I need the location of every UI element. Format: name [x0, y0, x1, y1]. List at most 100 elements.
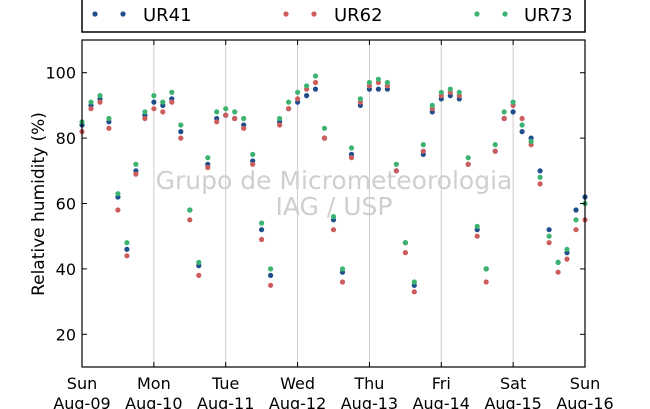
data-point [178, 122, 184, 128]
y-tick-label: 100 [45, 64, 76, 83]
legend-marker-ur73 [502, 11, 508, 17]
data-point [402, 240, 408, 246]
data-point [312, 79, 319, 86]
data-point [151, 106, 157, 112]
data-point [250, 161, 256, 167]
data-point [133, 161, 139, 167]
x-tick-label-date: Aug-09 [53, 394, 110, 409]
data-point [196, 272, 202, 278]
data-point [420, 142, 426, 148]
x-tick-label-day: Sun [67, 374, 97, 393]
data-point [151, 93, 157, 99]
data-point [321, 125, 328, 131]
data-point [312, 73, 319, 79]
data-point [124, 253, 130, 259]
data-point [160, 109, 166, 115]
data-point [546, 233, 552, 239]
y-tick-label: 20 [56, 325, 76, 344]
y-axis-label: Relative humidity (%) [29, 112, 49, 296]
data-point [330, 214, 337, 220]
data-point [232, 115, 238, 122]
data-point [555, 259, 561, 265]
data-point [528, 138, 534, 144]
data-point [339, 266, 346, 272]
data-point [241, 115, 247, 122]
data-point [277, 115, 283, 122]
data-point [259, 227, 265, 233]
data-point [393, 168, 399, 174]
series-ur73 [79, 73, 588, 285]
x-tick-label-date: Aug-15 [484, 394, 541, 409]
data-point [304, 93, 310, 99]
data-point [519, 129, 525, 135]
data-point [474, 233, 480, 239]
y-tick-label: 80 [56, 129, 76, 148]
data-point [510, 109, 516, 115]
data-point [465, 161, 471, 167]
series-ur62 [79, 79, 588, 295]
data-point [286, 106, 292, 112]
data-point [429, 102, 435, 108]
x-tick-labels: SunAug-09MonAug-10TueAug-11WedAug-12ThuA… [53, 374, 613, 409]
x-tick-label-day: Sun [570, 374, 600, 393]
data-point [465, 155, 471, 161]
data-point [97, 93, 103, 99]
data-point [537, 181, 543, 187]
axis-ticks [81, 40, 586, 367]
data-point [88, 99, 94, 105]
data-point [115, 207, 121, 213]
data-point [546, 227, 552, 233]
data-point [519, 115, 525, 122]
data-point [106, 115, 112, 122]
data-point [330, 227, 337, 233]
x-tick-label-date: Aug-12 [269, 394, 326, 409]
data-point [420, 148, 426, 154]
legend-label-ur73: UR73 [524, 5, 573, 26]
y-tick-label: 40 [56, 260, 76, 279]
data-point [214, 119, 220, 125]
data-point [537, 174, 543, 180]
data-point [241, 125, 247, 131]
x-tick-label-date: Aug-13 [341, 394, 398, 409]
data-point [483, 266, 489, 272]
data-point [133, 171, 139, 177]
data-point [178, 129, 184, 135]
data-point [97, 99, 103, 105]
data-point [295, 96, 301, 102]
data-point [268, 282, 274, 288]
data-point [375, 86, 381, 92]
data-point [223, 112, 229, 118]
data-point [555, 269, 561, 275]
data-point [124, 246, 130, 252]
data-point [456, 89, 462, 95]
data-point [124, 240, 130, 246]
data-point [339, 279, 346, 285]
data-point [357, 96, 363, 102]
data-point [115, 191, 121, 197]
y-tick-labels: 20 40 60 80 100 [45, 64, 76, 345]
data-point [160, 99, 166, 105]
data-point [259, 220, 265, 226]
data-point [384, 79, 390, 86]
data-point [304, 83, 310, 89]
data-point [295, 89, 301, 95]
data-point [501, 115, 507, 122]
data-point [88, 106, 94, 112]
data-point [232, 109, 238, 115]
data-point [169, 89, 175, 95]
x-tick-label-date: Aug-11 [197, 394, 254, 409]
legend-marker-ur41 [92, 11, 98, 17]
legend-marker-ur62 [283, 11, 289, 17]
data-point [187, 207, 193, 213]
data-point [537, 168, 543, 174]
data-point [142, 109, 148, 115]
data-point [438, 89, 444, 95]
legend-item-ur73: UR73 [474, 5, 573, 26]
x-tick-label-day: Fri [432, 374, 451, 393]
data-point [250, 151, 256, 157]
data-point [214, 109, 220, 115]
legend-label-ur62: UR62 [334, 5, 383, 26]
x-tick-label-day: Tue [211, 374, 239, 393]
data-point [169, 99, 175, 105]
data-point [151, 99, 157, 105]
